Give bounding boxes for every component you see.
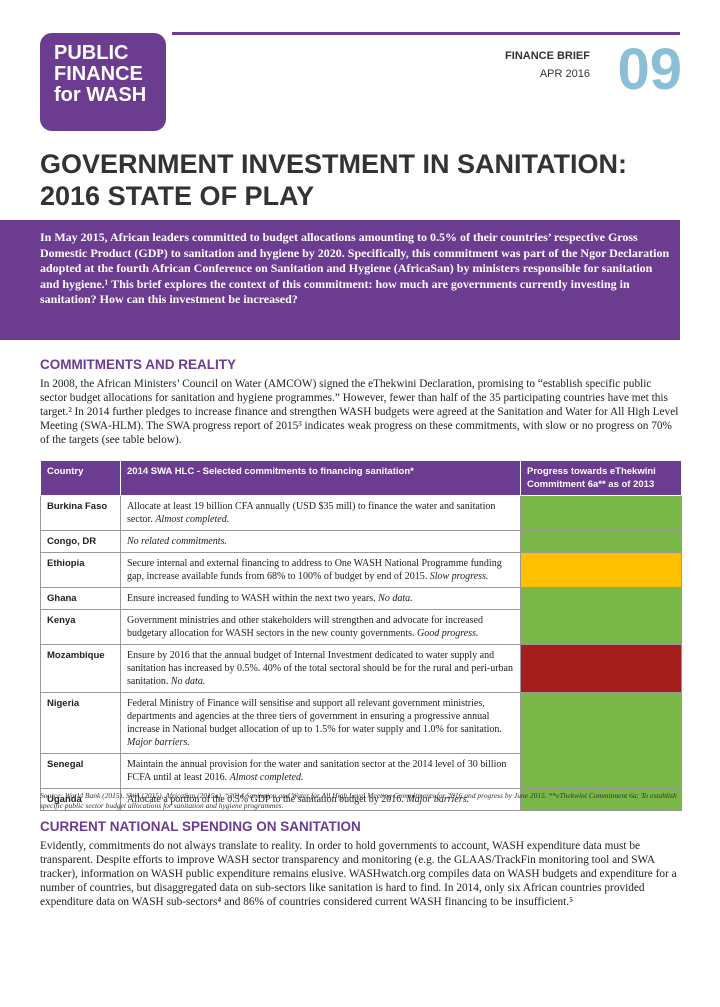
- row: Burkina Faso Allocate at least 19 billion…: [40, 495, 682, 531]
- commitment: No related commitments.: [120, 530, 521, 553]
- row: Mozambique Ensure by 2016 that the annual…: [40, 644, 682, 693]
- commitment-text: Ensure by 2016 that the annual budget of…: [127, 650, 513, 687]
- issue-number: 09: [617, 37, 682, 102]
- commitment-text: Federal Ministry of Finance will sensiti…: [127, 698, 502, 735]
- logo-line: FINANCE: [54, 63, 143, 85]
- commitment: Secure internal and external financing t…: [120, 552, 521, 588]
- country: Nigeria: [40, 692, 121, 754]
- table: Country 2014 SWA HLC - Selected commitme…: [40, 460, 682, 811]
- commitment-text: Allocate a portion of the 0.5% GDP to th…: [127, 794, 404, 805]
- commitment: Ensure increased funding to WASH within …: [120, 587, 521, 610]
- progress-cell: [520, 495, 682, 531]
- rule: [172, 32, 680, 35]
- country: Mozambique: [40, 644, 121, 693]
- logo-line: PUBLIC: [54, 42, 129, 64]
- progress-cell: [520, 692, 682, 754]
- commitment: Ensure by 2016 that the annual budget of…: [120, 644, 521, 693]
- section-heading: COMMITMENTS AND REALITY: [40, 357, 236, 372]
- progress-cell: [520, 609, 682, 645]
- title: GOVERNMENT INVESTMENT IN SANITATION: 201…: [40, 148, 627, 212]
- row: Nigeria Federal Ministry of Finance will …: [40, 692, 682, 754]
- progress-cell: [520, 644, 682, 693]
- commitment: Allocate a portion of the 0.5% GDP to th…: [120, 788, 521, 811]
- progress-cell: [520, 788, 682, 811]
- status: No data.: [378, 593, 413, 604]
- commitment-text: Allocate at least 19 billion CFA annuall…: [127, 501, 496, 525]
- country: Ethiopia: [40, 552, 121, 588]
- country: Senegal: [40, 753, 121, 789]
- commitment: Federal Ministry of Finance will sensiti…: [120, 692, 521, 754]
- header-row: Country 2014 SWA HLC - Selected commitme…: [40, 460, 682, 496]
- paragraph: Evidently, commitments do not always tra…: [40, 840, 677, 908]
- paragraph: In 2008, the African Ministers’ Council …: [40, 378, 679, 446]
- column-header: Country: [40, 460, 121, 496]
- progress-cell: [520, 753, 682, 789]
- country: Congo, DR: [40, 530, 121, 553]
- commitment: Government ministries and other stakehol…: [120, 609, 521, 645]
- section-heading: CURRENT NATIONAL SPENDING ON SANITATION: [40, 819, 361, 834]
- column-header: Progress towards eThekwini Commitment 6a…: [520, 460, 682, 496]
- series: FINANCE BRIEF: [505, 50, 590, 62]
- status: Slow progress.: [429, 571, 489, 582]
- commitment-text: Government ministries and other stakehol…: [127, 615, 483, 639]
- logo: PUBLIC FINANCE for WASH: [40, 33, 166, 131]
- title-line: GOVERNMENT INVESTMENT IN SANITATION:: [40, 149, 627, 179]
- row: Ethiopia Secure internal and external fin…: [40, 552, 682, 588]
- status: Major barriers.: [406, 794, 470, 805]
- row: Uganda Allocate a portion of the 0.5% GDP…: [40, 788, 682, 811]
- date: APR 2016: [539, 68, 590, 80]
- progress-cell: [520, 552, 682, 588]
- row: Congo, DR No related commitments.: [40, 530, 682, 553]
- row: Ghana Ensure increased funding to WASH wi…: [40, 587, 682, 610]
- logo-line: for WASH: [54, 84, 147, 106]
- status: Almost completed.: [229, 772, 304, 783]
- status: Major barriers.: [127, 737, 190, 748]
- country: Uganda: [40, 788, 121, 811]
- commitment-text: Maintain the annual provision for the wa…: [127, 759, 507, 783]
- intro: In May 2015, African leaders committed t…: [0, 220, 680, 340]
- row: Kenya Government ministries and other sta…: [40, 609, 682, 645]
- commitment: Maintain the annual provision for the wa…: [120, 753, 521, 789]
- commitment-text: Secure internal and external financing t…: [127, 558, 502, 582]
- status: Good progress.: [417, 628, 479, 639]
- row: Senegal Maintain the annual provision for…: [40, 753, 682, 789]
- source-note: Source: World Bank (2015), SWA (2015), A…: [40, 791, 677, 810]
- status: No related commitments.: [127, 536, 227, 547]
- commitment-text: Ensure increased funding to WASH within …: [127, 593, 376, 604]
- title-line: 2016 STATE OF PLAY: [40, 181, 315, 211]
- status: Almost completed.: [155, 514, 230, 525]
- progress-cell: [520, 587, 682, 610]
- commitment: Allocate at least 19 billion CFA annuall…: [120, 495, 521, 531]
- country: Kenya: [40, 609, 121, 645]
- status: No data.: [170, 676, 206, 687]
- progress-cell: [520, 530, 682, 553]
- country: Ghana: [40, 587, 121, 610]
- country: Burkina Faso: [40, 495, 121, 531]
- column-header: 2014 SWA HLC - Selected commitments to f…: [120, 460, 521, 496]
